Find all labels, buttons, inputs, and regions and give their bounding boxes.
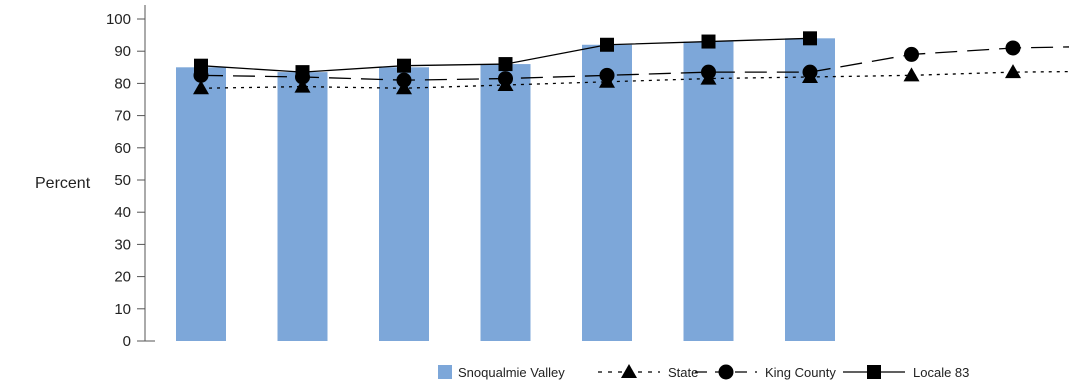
bar	[277, 72, 328, 341]
y-tick-label: 50	[114, 172, 131, 189]
marker-king-county	[396, 72, 412, 88]
y-tick-label: 100	[106, 11, 131, 28]
marker-locale-83	[600, 37, 614, 52]
bars	[176, 38, 835, 342]
legend-swatch-snoqualmie-valley	[438, 365, 452, 379]
y-tick-label: 60	[114, 140, 131, 157]
marker-locale-83	[803, 31, 817, 46]
bar	[582, 44, 632, 341]
y-tick-label: 0	[123, 333, 131, 350]
y-tick-label: 40	[114, 204, 131, 221]
legend-marker-king-county	[718, 364, 734, 380]
series-lines	[200, 37, 1069, 89]
legend-marker-locale-83	[867, 365, 881, 379]
marker-king-county	[1005, 40, 1021, 56]
marker-king-county	[701, 64, 716, 80]
legend-label-state: State	[668, 365, 698, 380]
marker-king-county	[498, 71, 513, 87]
marker-state	[903, 67, 920, 82]
marker-state	[193, 80, 209, 95]
marker-locale-83	[397, 58, 411, 73]
y-tick-label: 70	[114, 108, 131, 125]
legend-label-locale-83: Locale 83	[913, 365, 969, 380]
bar	[379, 67, 429, 342]
bar	[480, 64, 531, 341]
marker-king-county	[802, 64, 818, 80]
y-tick-label: 10	[114, 301, 131, 318]
y-tick-label: 30	[114, 236, 131, 253]
y-axis: 0 10 20 30 40 50 60 70 80 90 100	[106, 5, 155, 350]
bar	[683, 41, 734, 341]
y-tick-label: 80	[114, 75, 131, 92]
bar	[785, 38, 835, 341]
marker-king-county	[599, 67, 615, 83]
marker-locale-83	[701, 34, 716, 49]
bar	[176, 67, 226, 342]
series-line-state	[200, 70, 1069, 89]
marker-locale-83	[194, 58, 208, 73]
y-tick-label: 90	[114, 43, 131, 60]
legend-label-snoqualmie-valley: Snoqualmie Valley	[458, 365, 565, 380]
marker-locale-83	[295, 65, 310, 80]
y-axis-title: Percent	[35, 175, 91, 192]
marker-locale-83	[498, 57, 513, 72]
legend-label-king-county: King County	[765, 365, 836, 380]
y-tick-label: 20	[114, 269, 131, 286]
legend-marker-state	[621, 364, 637, 378]
marker-state	[1005, 64, 1021, 79]
marker-king-county	[904, 46, 919, 62]
series-line-king-county	[200, 46, 1069, 81]
marker-state	[294, 78, 311, 93]
legend: Snoqualmie Valley State King County Locale …	[438, 364, 969, 380]
series-markers	[193, 31, 1021, 95]
